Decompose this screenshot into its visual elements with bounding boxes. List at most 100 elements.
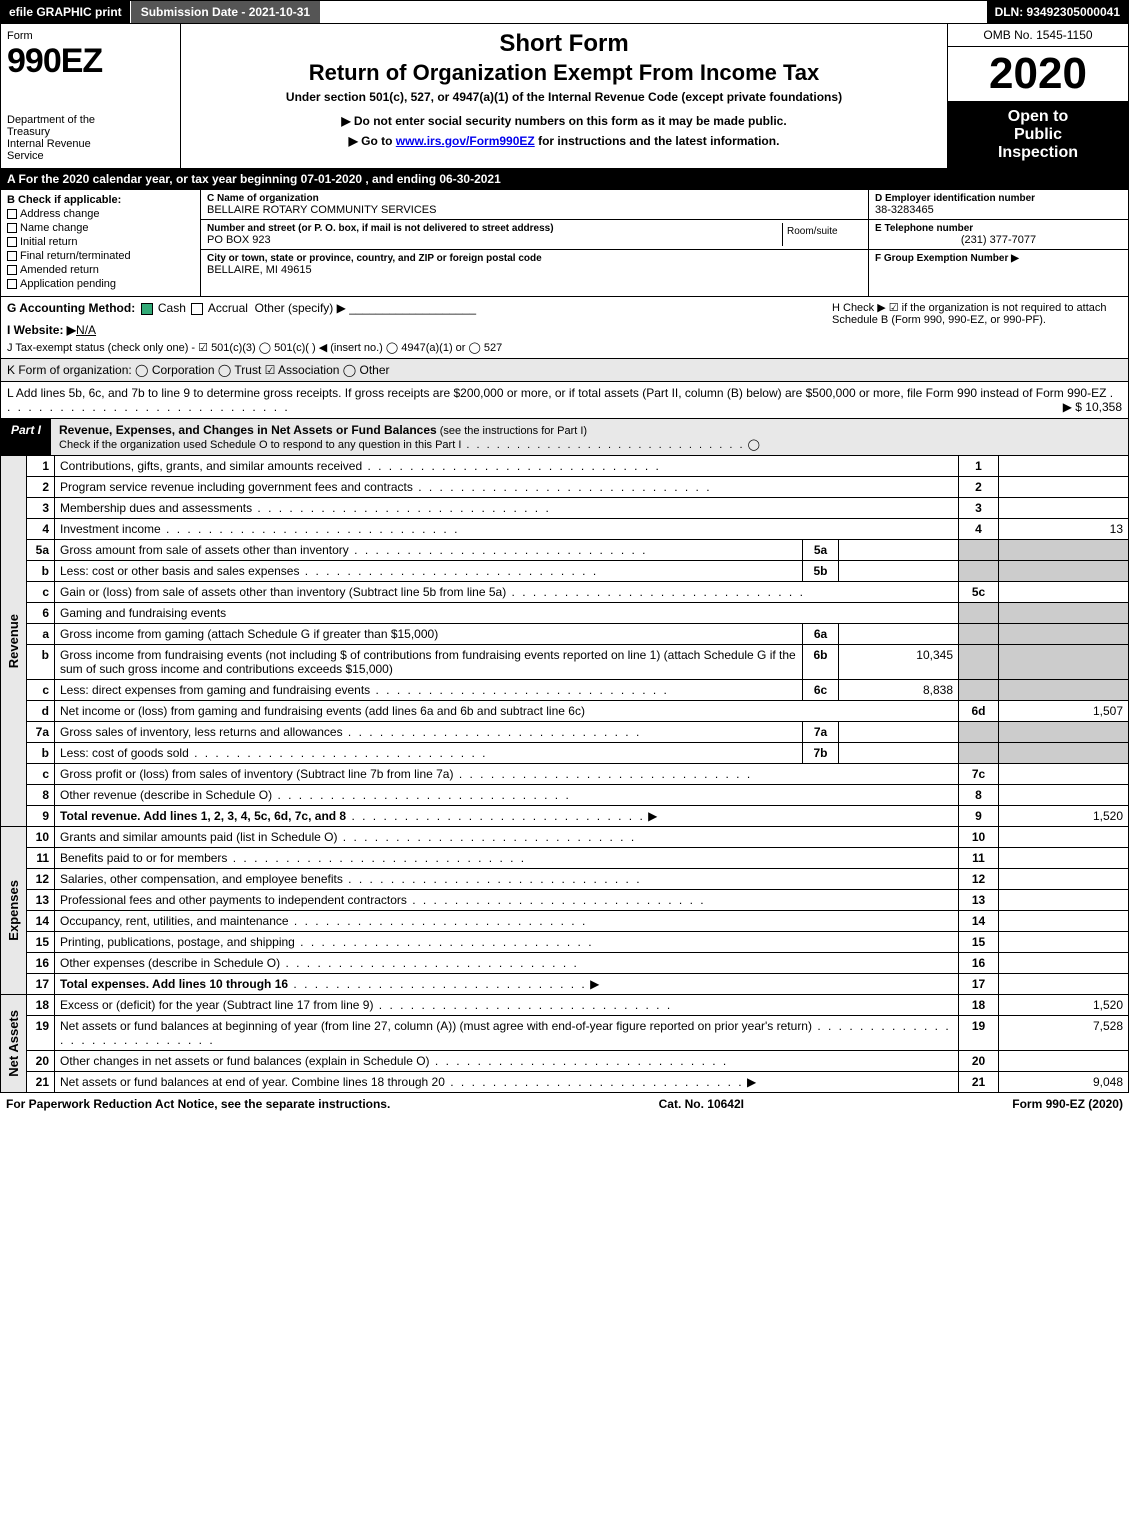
org-city-row: City or town, state or province, country… [201, 250, 868, 279]
val-1 [999, 456, 1129, 477]
chk-final-return[interactable]: Final return/terminated [7, 250, 194, 262]
line-g: G Accounting Method: Cash Accrual Other … [7, 301, 822, 354]
sidebar-netassets: Net Assets [1, 995, 27, 1093]
ein-hdr: D Employer identification number [875, 193, 1122, 204]
row-12-text: Salaries, other compensation, and employ… [55, 869, 959, 890]
efile-label[interactable]: efile GRAPHIC print [1, 1, 130, 23]
line-j: J Tax-exempt status (check only one) - ☑… [7, 341, 822, 354]
line-k: K Form of organization: ◯ Corporation ◯ … [0, 359, 1129, 382]
form-number: 990EZ [7, 42, 174, 81]
tel-hdr: E Telephone number [875, 223, 1122, 234]
org-name-row: C Name of organization BELLAIRE ROTARY C… [201, 190, 868, 220]
tel-value: (231) 377-7077 [875, 234, 1122, 246]
grp-hdr: F Group Exemption Number ▶ [875, 253, 1122, 264]
sidebar-revenue: Revenue [1, 456, 27, 827]
part-1-title: Revenue, Expenses, and Changes in Net As… [51, 419, 1128, 455]
val-21: 9,048 [999, 1072, 1129, 1093]
part-1-tag: Part I [1, 419, 51, 455]
row-8-text: Other revenue (describe in Schedule O) [55, 785, 959, 806]
row-7a-text: Gross sales of inventory, less returns a… [55, 722, 803, 743]
chk-initial-return[interactable]: Initial return [7, 236, 194, 248]
box-c: C Name of organization BELLAIRE ROTARY C… [201, 190, 868, 296]
form-title-2: Return of Organization Exempt From Incom… [191, 60, 937, 86]
row-20-text: Other changes in net assets or fund bala… [55, 1051, 959, 1072]
row-5b-text: Less: cost or other basis and sales expe… [55, 561, 803, 582]
row-4-text: Investment income [55, 519, 959, 540]
form-header: Form 990EZ Department of theTreasuryInte… [0, 24, 1129, 169]
val-9: 1,520 [999, 806, 1129, 827]
val-19: 7,528 [999, 1016, 1129, 1051]
dln-label: DLN: 93492305000041 [987, 1, 1128, 23]
row-2-text: Program service revenue including govern… [55, 477, 959, 498]
line-l: L Add lines 5b, 6c, and 7b to line 9 to … [0, 382, 1129, 419]
group-exemption-cell: F Group Exemption Number ▶ [869, 250, 1128, 267]
row-7c-text: Gross profit or (loss) from sales of inv… [55, 764, 959, 785]
irs-link[interactable]: www.irs.gov/Form990EZ [396, 134, 535, 148]
box-b-label: B Check if applicable: [7, 194, 194, 206]
line-i: I Website: ▶N/A [7, 323, 822, 337]
row-5a-text: Gross amount from sale of assets other t… [55, 540, 803, 561]
form-label: Form [7, 30, 174, 42]
org-city-hdr: City or town, state or province, country… [207, 253, 862, 264]
line-g-h: G Accounting Method: Cash Accrual Other … [0, 297, 1129, 359]
line-l-text: L Add lines 5b, 6c, and 7b to line 9 to … [7, 386, 1106, 400]
box-def: D Employer identification number 38-3283… [868, 190, 1128, 296]
line-l-amount: ▶ $ 10,358 [1063, 400, 1122, 414]
g-label: G Accounting Method: [7, 301, 135, 315]
row-15-text: Printing, publications, postage, and shi… [55, 932, 959, 953]
part-1-header: Part I Revenue, Expenses, and Changes in… [0, 419, 1129, 456]
row-10-text: Grants and similar amounts paid (list in… [55, 827, 959, 848]
ssn-warning: ▶ Do not enter social security numbers o… [191, 114, 937, 128]
chk-cash[interactable] [141, 303, 153, 315]
tax-year: 2020 [948, 47, 1128, 102]
footer-right: Form 990-EZ (2020) [1012, 1097, 1123, 1111]
top-bar: efile GRAPHIC print Submission Date - 20… [0, 0, 1129, 24]
sidebar-expenses: Expenses [1, 827, 27, 995]
ein-cell: D Employer identification number 38-3283… [869, 190, 1128, 220]
row-1-text: Contributions, gifts, grants, and simila… [55, 456, 959, 477]
org-info-box: B Check if applicable: Address change Na… [0, 190, 1129, 297]
row-6-text: Gaming and fundraising events [55, 603, 959, 624]
chk-name-change[interactable]: Name change [7, 222, 194, 234]
chk-accrual[interactable] [191, 303, 203, 315]
val-6c: 8,838 [839, 680, 959, 701]
tax-period: A For the 2020 calendar year, or tax yea… [0, 169, 1129, 190]
val-6d: 1,507 [999, 701, 1129, 722]
org-name: BELLAIRE ROTARY COMMUNITY SERVICES [207, 204, 862, 216]
department-label: Department of theTreasuryInternal Revenu… [7, 114, 174, 162]
val-6b: 10,345 [839, 645, 959, 680]
row-6d-text: Net income or (loss) from gaming and fun… [55, 701, 959, 722]
note2-post: for instructions and the latest informat… [535, 134, 780, 148]
val-18: 1,520 [999, 995, 1129, 1016]
row-13-text: Professional fees and other payments to … [55, 890, 959, 911]
row-7b-text: Less: cost of goods sold [55, 743, 803, 764]
header-left: Form 990EZ Department of theTreasuryInte… [1, 24, 181, 168]
telephone-cell: E Telephone number (231) 377-7077 [869, 220, 1128, 250]
org-city: BELLAIRE, MI 49615 [207, 264, 862, 276]
row-19-text: Net assets or fund balances at beginning… [55, 1016, 959, 1051]
open-to-public: Open toPublicInspection [948, 102, 1128, 168]
topbar-spacer [320, 1, 986, 23]
chk-amended-return[interactable]: Amended return [7, 264, 194, 276]
note2-pre: ▶ Go to [349, 134, 396, 148]
org-addr-cell: Number and street (or P. O. box, if mail… [207, 223, 782, 246]
nc-1: 1 [959, 456, 999, 477]
submission-date: Submission Date - 2021-10-31 [130, 1, 320, 23]
footer-left: For Paperwork Reduction Act Notice, see … [6, 1097, 390, 1111]
form-subtitle: Under section 501(c), 527, or 4947(a)(1)… [191, 90, 937, 104]
line-h: H Check ▶ ☑ if the organization is not r… [822, 301, 1122, 354]
box-b: B Check if applicable: Address change Na… [1, 190, 201, 296]
row-6c-text: Less: direct expenses from gaming and fu… [55, 680, 803, 701]
footer-mid: Cat. No. 10642I [659, 1097, 744, 1111]
row-5c-text: Gain or (loss) from sale of assets other… [55, 582, 959, 603]
chk-application-pending[interactable]: Application pending [7, 278, 194, 290]
chk-address-change[interactable]: Address change [7, 208, 194, 220]
org-addr-hdr: Number and street (or P. O. box, if mail… [207, 223, 782, 234]
row-16-text: Other expenses (describe in Schedule O) [55, 953, 959, 974]
website-value: N/A [76, 323, 96, 337]
omb-number: OMB No. 1545-1150 [948, 24, 1128, 47]
org-name-hdr: C Name of organization [207, 193, 862, 204]
header-right: OMB No. 1545-1150 2020 Open toPublicInsp… [948, 24, 1128, 168]
part-1-check-line: Check if the organization used Schedule … [59, 439, 760, 451]
row-6a-text: Gross income from gaming (attach Schedul… [55, 624, 803, 645]
